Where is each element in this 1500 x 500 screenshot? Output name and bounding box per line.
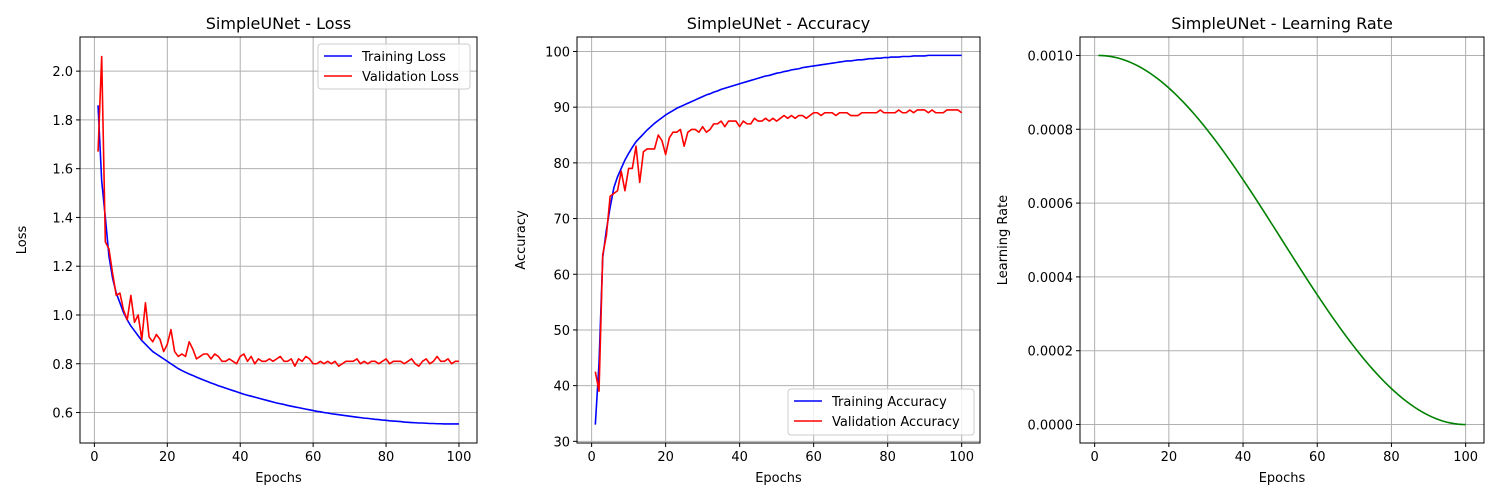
- x-tick-label: 40: [232, 450, 249, 465]
- legend-box: [317, 43, 471, 90]
- y-tick-label: 1.8: [52, 114, 73, 129]
- y-tick-label: 70: [553, 213, 570, 228]
- y-tick-label: 1.4: [52, 211, 73, 226]
- x-tick-label: 100: [1453, 450, 1478, 465]
- y-tick-label: 2.0: [52, 65, 73, 80]
- y-tick-label: 100: [545, 45, 570, 60]
- x-tick-label: 40: [731, 450, 748, 465]
- series-line-training-accuracy: [594, 54, 962, 425]
- x-tick-label: 0: [1091, 450, 1099, 465]
- x-axis-label: Epochs: [1259, 471, 1306, 486]
- chart-panel-1: 0 20 40 60 80 100 0.6 0.8 1.0 1.2 1.4 1.6 1.8 2.0 Simp…: [15, 14, 478, 486]
- legend: Training Accuracy Validation Accuracy: [787, 388, 975, 436]
- y-tick-label: 1.0: [52, 309, 73, 324]
- series-line-training-loss: [97, 105, 459, 425]
- series-line-validation-accuracy: [594, 109, 963, 393]
- y-tick-label: 0.0008: [1028, 123, 1074, 138]
- x-tick-label: 60: [1309, 450, 1326, 465]
- x-tick-label: 100: [949, 450, 974, 465]
- y-tick-label: 0.0006: [1028, 197, 1074, 212]
- x-tick-label: 60: [305, 450, 322, 465]
- chart-title: SimpleUNet - Learning Rate: [1171, 14, 1393, 33]
- x-tick-label: 60: [805, 450, 822, 465]
- y-tick-label: 0.6: [52, 407, 73, 422]
- plot-frame: [576, 36, 981, 444]
- x-tick-label: 0: [587, 450, 595, 465]
- x-tick-label: 0: [90, 450, 98, 465]
- legend-box: [787, 388, 975, 436]
- legend-label: Training Loss: [361, 50, 446, 65]
- x-tick-label: 80: [378, 450, 395, 465]
- y-tick-label: 0.0010: [1028, 49, 1074, 64]
- x-axis-label: Epochs: [755, 471, 802, 486]
- legend-label: Validation Accuracy: [832, 415, 960, 430]
- y-tick-label: 1.6: [52, 163, 73, 178]
- plot-frame: [1079, 36, 1485, 444]
- y-tick-label: 0.0004: [1028, 271, 1074, 286]
- plot-frame: [79, 36, 478, 444]
- y-tick-label: 50: [553, 324, 570, 339]
- chart-title: SimpleUNet - Loss: [206, 14, 351, 33]
- x-tick-label: 20: [159, 450, 176, 465]
- chart-title: SimpleUNet - Accuracy: [687, 14, 870, 33]
- series-line-validation-loss: [97, 55, 459, 367]
- y-tick-label: 0.0000: [1028, 419, 1074, 434]
- series-line-0: [1098, 54, 1466, 426]
- legend-label: Training Accuracy: [831, 395, 947, 410]
- x-tick-label: 40: [1235, 450, 1252, 465]
- y-tick-label: 90: [553, 101, 570, 116]
- legend-label: Validation Loss: [362, 70, 459, 85]
- y-axis-label: Accuracy: [514, 210, 529, 270]
- y-tick-label: 60: [553, 268, 570, 283]
- x-tick-label: 20: [657, 450, 674, 465]
- x-tick-label: 80: [879, 450, 896, 465]
- y-tick-label: 30: [553, 435, 570, 450]
- x-tick-label: 80: [1383, 450, 1400, 465]
- x-tick-label: 20: [1161, 450, 1178, 465]
- y-tick-label: 40: [553, 380, 570, 395]
- y-tick-label: 1.2: [52, 260, 73, 275]
- chart-panel-2: 0 20 40 60 80 100 30 40 50 60 70 80 90 100 SimpleUNet …: [514, 14, 981, 486]
- y-tick-label: 0.0002: [1028, 345, 1074, 360]
- chart-panel-3: 0 20 40 60 80 100 0.0000 0.0002 0.0004 0.0006 0.00…: [996, 14, 1485, 486]
- y-tick-label: 80: [553, 157, 570, 172]
- y-tick-label: 0.8: [52, 358, 73, 373]
- y-axis-label: Learning Rate: [996, 195, 1011, 285]
- legend: Training Loss Validation Loss: [317, 43, 471, 90]
- x-axis-label: Epochs: [255, 471, 302, 486]
- x-tick-label: 100: [447, 450, 472, 465]
- y-axis-label: Loss: [15, 226, 30, 255]
